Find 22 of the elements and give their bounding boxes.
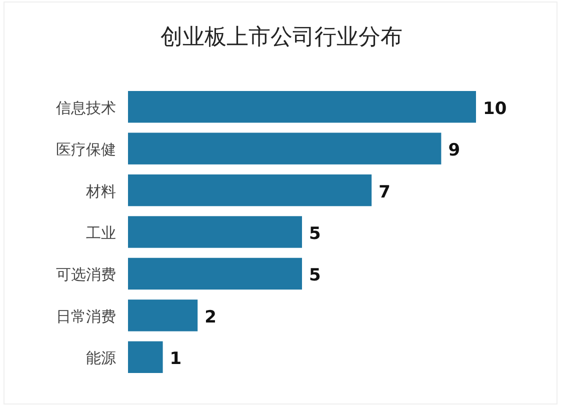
y-tick-label: 日常消费 [56, 307, 116, 326]
data-label: 9 [448, 140, 460, 161]
bar [128, 132, 442, 164]
data-label: 10 [483, 98, 507, 119]
chart-title: 创业板上市公司行业分布 [160, 25, 402, 50]
data-label: 5 [309, 266, 321, 286]
y-tick-label: 工业 [86, 224, 116, 242]
bar [128, 91, 476, 123]
y-tick-label: 能源 [86, 349, 116, 368]
data-label: 1 [170, 349, 182, 370]
bar [128, 300, 198, 332]
bar [128, 258, 302, 290]
y-tick-label: 材料 [85, 182, 116, 200]
bar [128, 216, 302, 248]
data-label: 2 [204, 307, 216, 328]
y-tick-label: 信息技术 [56, 98, 116, 117]
data-label: 5 [309, 224, 321, 244]
bar [128, 174, 372, 206]
y-tick-label: 可选消费 [56, 266, 116, 284]
y-tick-label: 医疗保健 [56, 140, 116, 159]
bar [128, 341, 163, 373]
data-label: 7 [378, 182, 390, 202]
